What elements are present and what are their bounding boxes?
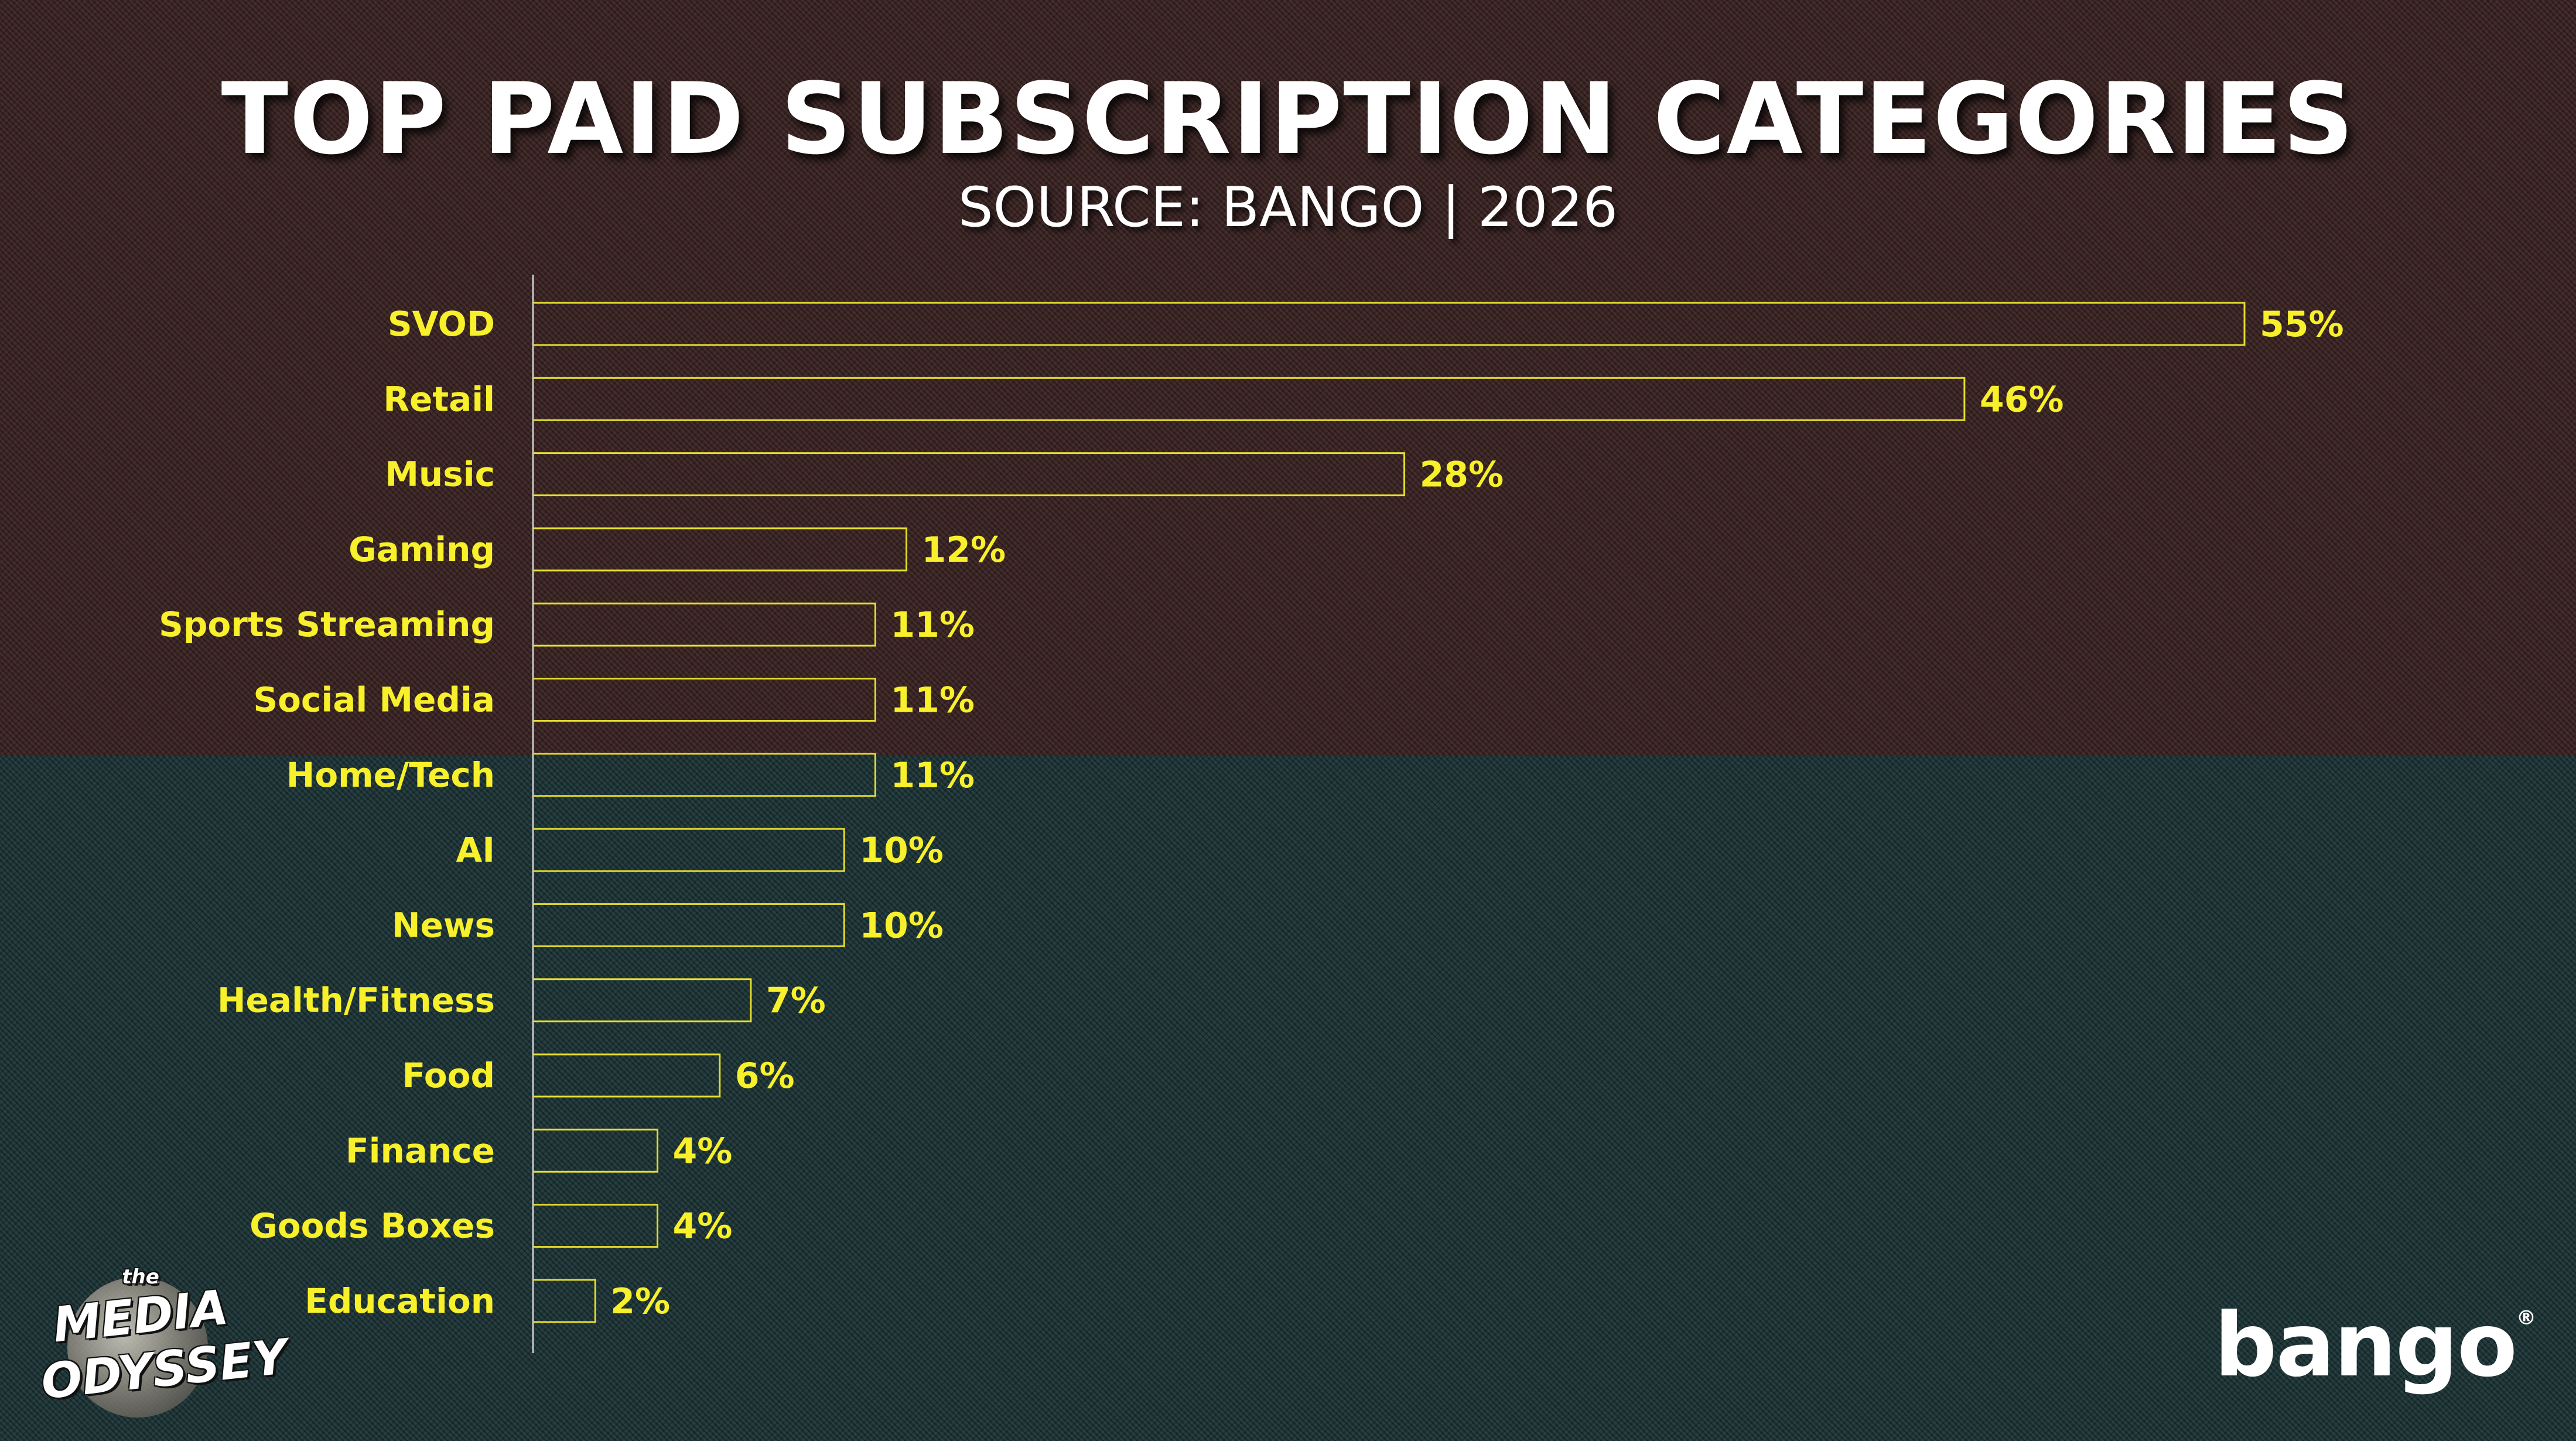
- bar-music: [532, 452, 1406, 497]
- value-label: 12%: [922, 530, 1006, 571]
- value-label: 11%: [890, 755, 975, 796]
- value-label: 46%: [1980, 379, 2064, 420]
- bar-retail: [532, 377, 1966, 421]
- category-label: Goods Boxes: [250, 1206, 495, 1246]
- registered-mark: ®: [2516, 1306, 2536, 1330]
- background-bottom: [0, 756, 2576, 1441]
- value-label: 10%: [859, 830, 944, 871]
- category-label: Education: [305, 1281, 495, 1321]
- bar-sports-streaming: [532, 602, 876, 647]
- category-label: Food: [402, 1056, 495, 1095]
- bar-news: [532, 903, 845, 947]
- chart-subtitle: SOURCE: BANGO | 2026: [958, 176, 1618, 240]
- value-label: 4%: [673, 1131, 733, 1172]
- bar-food: [532, 1053, 721, 1098]
- bango-logo-text: bango: [2214, 1295, 2517, 1396]
- category-label: News: [392, 905, 495, 945]
- category-label: Retail: [383, 379, 495, 419]
- category-label: Finance: [346, 1131, 495, 1170]
- value-label: 10%: [859, 905, 944, 946]
- category-label: SVOD: [388, 304, 495, 344]
- bar-home-tech: [532, 753, 876, 797]
- bar-gaming: [532, 527, 908, 572]
- logo-small-text: the: [122, 1265, 159, 1289]
- value-label: 11%: [890, 680, 975, 721]
- bango-logo: bango®: [2214, 1295, 2536, 1396]
- bar-goods-boxes: [532, 1204, 659, 1248]
- category-label: Sports Streaming: [159, 605, 495, 644]
- value-label: 2%: [610, 1281, 670, 1322]
- value-label: 11%: [890, 605, 975, 646]
- bar-finance: [532, 1128, 659, 1173]
- bar-social-media: [532, 678, 876, 722]
- media-odyssey-logo: the MEDIA ODYSSEY: [39, 1265, 290, 1418]
- value-label: 4%: [673, 1206, 733, 1247]
- value-label: 55%: [2260, 304, 2344, 345]
- category-label: Music: [385, 455, 495, 494]
- bar-ai: [532, 828, 845, 872]
- bar-svod: [532, 302, 2246, 346]
- category-label: Health/Fitness: [217, 981, 495, 1020]
- category-label: Home/Tech: [286, 755, 495, 795]
- bar-education: [532, 1279, 596, 1323]
- category-label: Social Media: [253, 680, 495, 720]
- value-label: 6%: [735, 1056, 795, 1097]
- category-label: AI: [456, 830, 495, 870]
- value-label: 28%: [1420, 455, 1504, 496]
- category-label: Gaming: [349, 530, 495, 569]
- value-label: 7%: [766, 981, 826, 1022]
- globe-icon: [67, 1277, 208, 1418]
- bar-health-fitness: [532, 978, 752, 1023]
- chart-title: TOP PAID SUBSCRIPTION CATEGORIES: [221, 62, 2355, 176]
